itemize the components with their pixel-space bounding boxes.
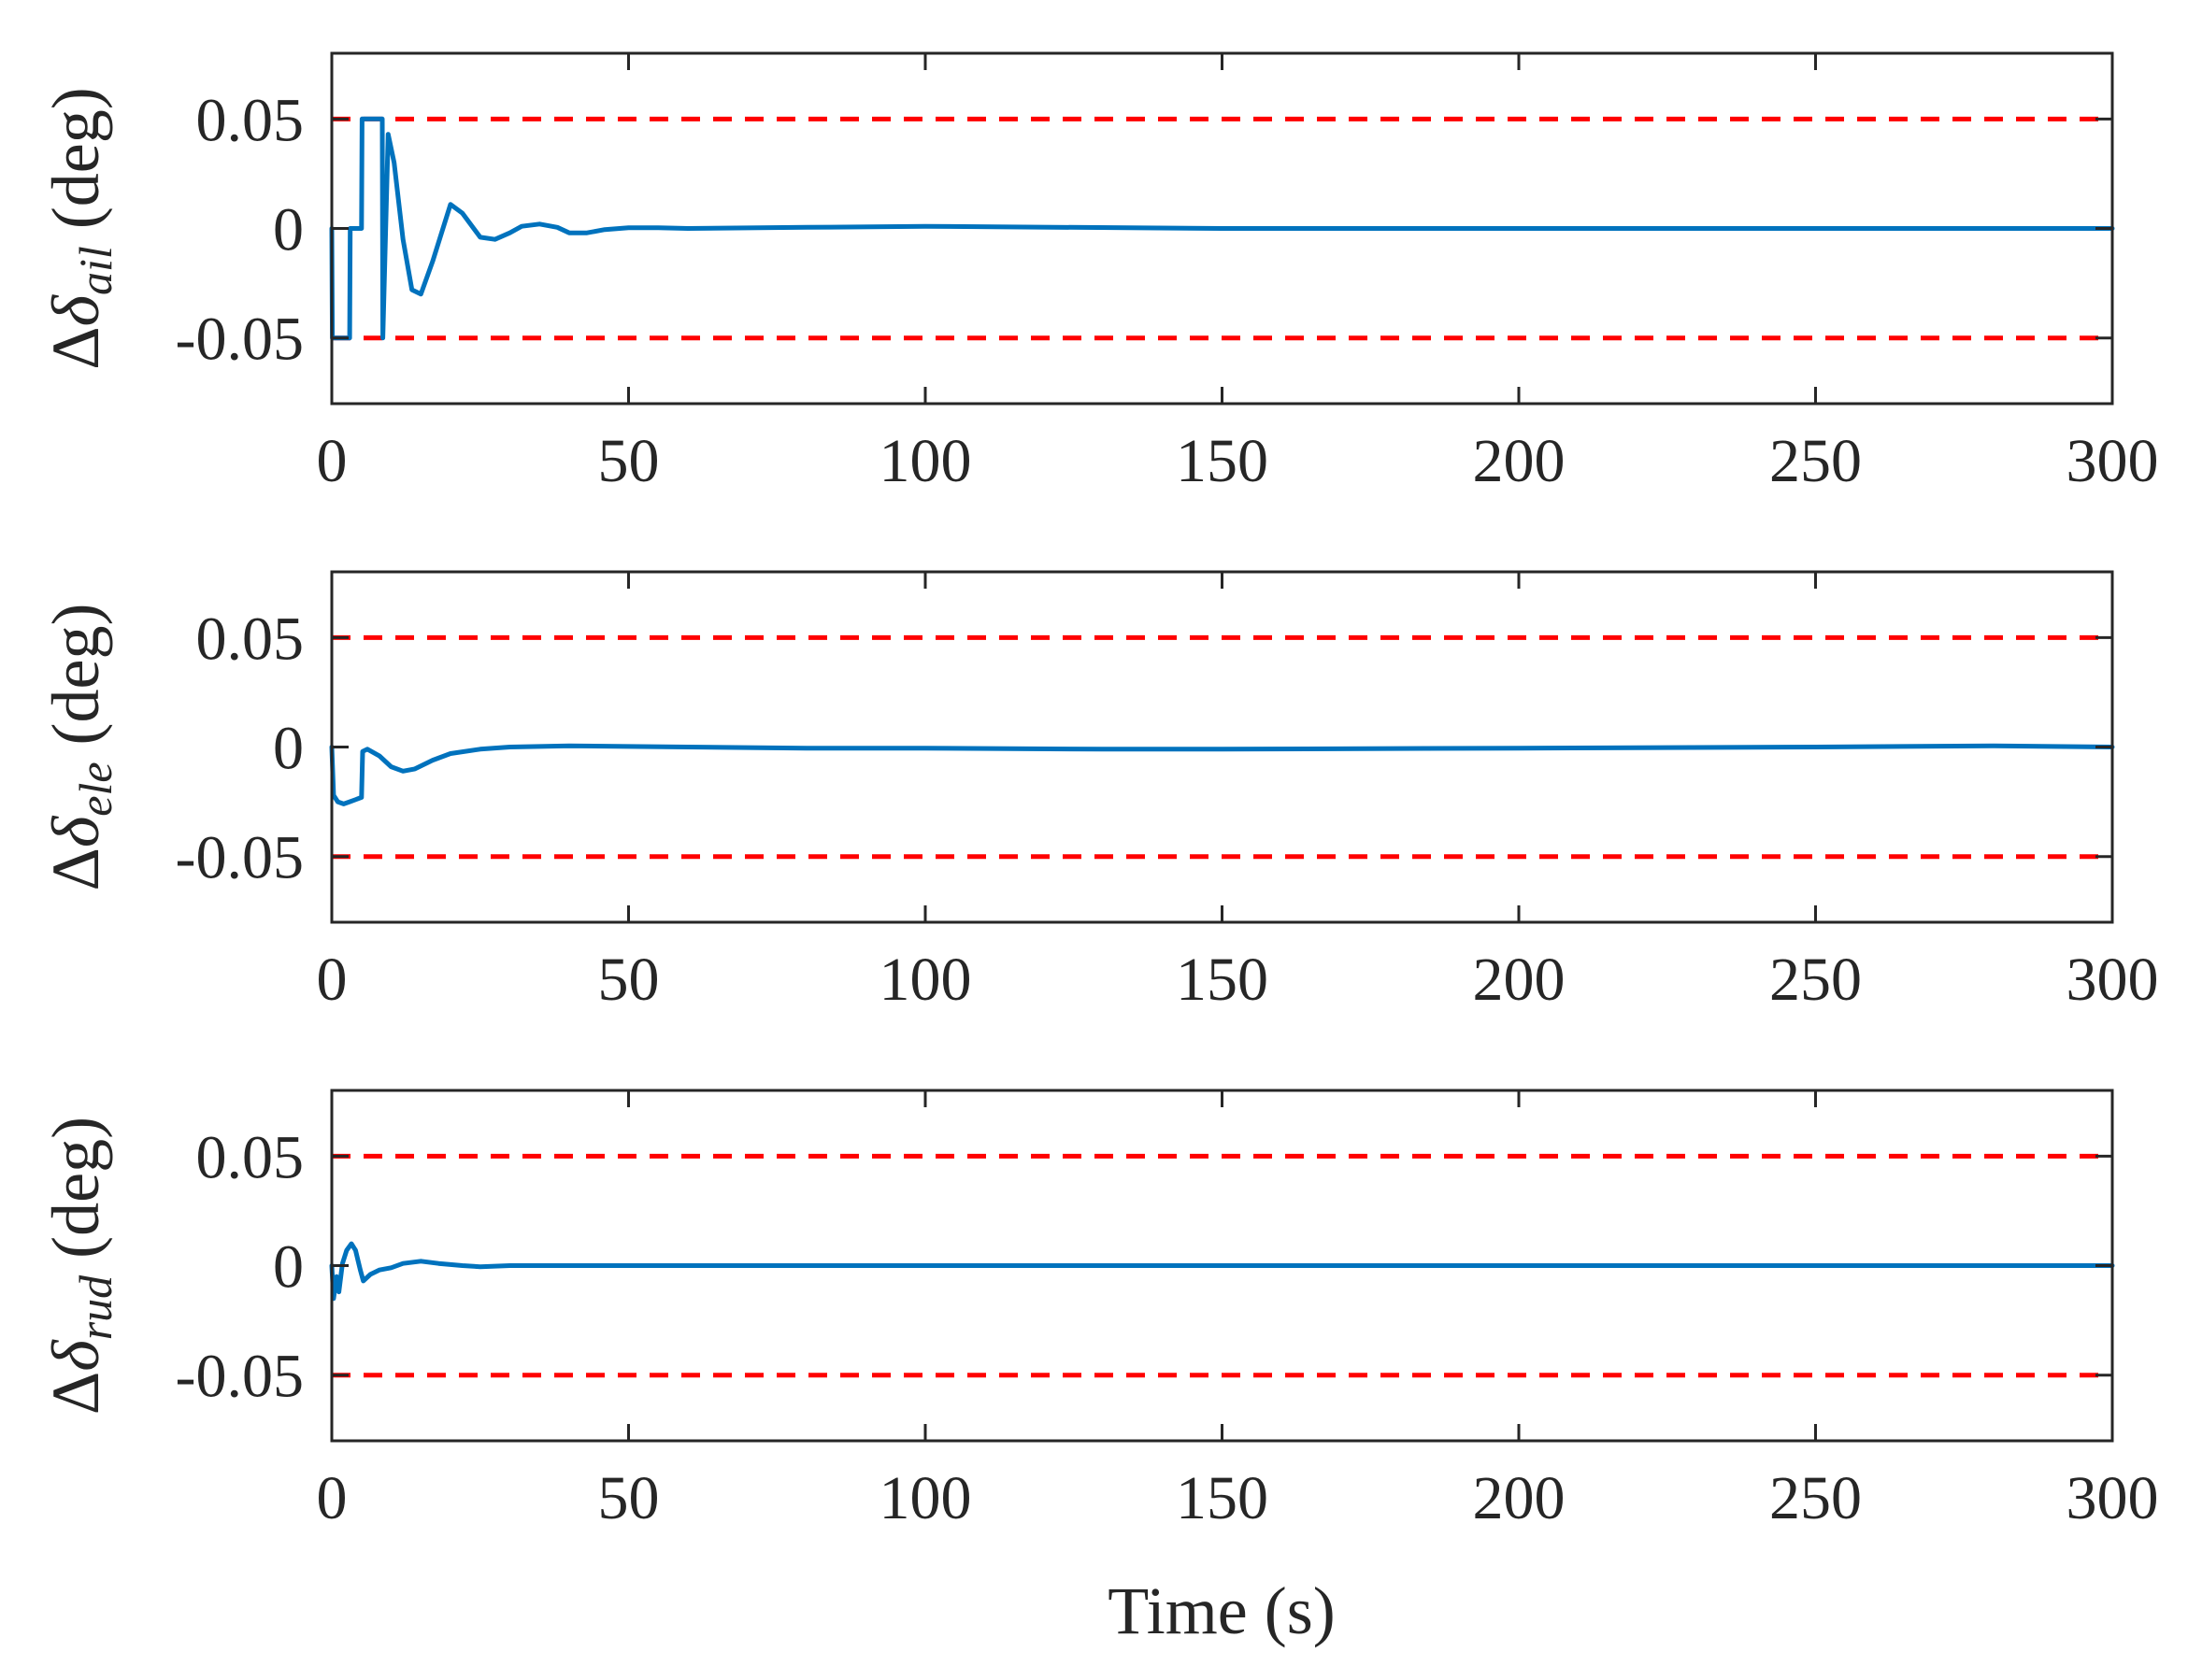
y-label-unit: (deg)	[38, 604, 113, 746]
y-tick-label: -0.05	[176, 306, 304, 374]
y-label-subscript: rud	[69, 1274, 122, 1340]
y-tick-label: 0.05	[196, 605, 305, 673]
y-label-symbol: δ	[38, 293, 113, 326]
y-tick-label: 0.05	[196, 86, 305, 154]
y-label-delta: Δ	[38, 1372, 113, 1415]
x-axis-label: Time (s)	[1108, 1573, 1335, 1648]
x-tick-label: 50	[598, 946, 660, 1014]
x-tick-label: 100	[879, 946, 972, 1014]
y-label-delta: Δ	[38, 847, 113, 890]
x-tick-label: 0	[317, 1464, 348, 1532]
y-label-unit: (deg)	[38, 87, 113, 229]
y-axis-label: Δδail (deg)	[38, 87, 122, 370]
x-tick-label: 0	[317, 427, 348, 495]
signal-line-ail	[329, 116, 2115, 341]
y-label-subscript: ele	[69, 762, 122, 816]
y-label-subscript: ail	[69, 246, 122, 295]
y-tick-label: 0	[273, 196, 304, 264]
y-label-symbol: δ	[38, 1339, 113, 1372]
y-axis-label: Δδrud (deg)	[38, 1117, 122, 1415]
signal-line-ele	[329, 743, 2115, 806]
y-label-symbol: δ	[38, 815, 113, 847]
x-tick-label: 150	[1176, 1464, 1268, 1532]
y-axis-label: Δδele (deg)	[38, 604, 122, 891]
x-tick-label: 300	[2066, 1464, 2159, 1532]
x-tick-label: 100	[879, 427, 972, 495]
y-tick-label: 0.05	[196, 1123, 305, 1191]
x-tick-label: 200	[1473, 427, 1566, 495]
x-tick-label: 50	[598, 427, 660, 495]
y-label-unit: (deg)	[38, 1117, 113, 1259]
y-tick-label: -0.05	[176, 1343, 304, 1411]
x-tick-label: 250	[1769, 427, 1862, 495]
y-tick-label: 0	[273, 715, 304, 783]
x-tick-label: 0	[317, 946, 348, 1014]
x-tick-label: 250	[1769, 1464, 1862, 1532]
y-label-delta: Δ	[38, 326, 113, 369]
x-tick-label: 50	[598, 1464, 660, 1532]
x-tick-label: 150	[1176, 427, 1268, 495]
x-tick-label: 250	[1769, 946, 1862, 1014]
y-tick-label: 0	[273, 1233, 304, 1302]
x-tick-label: 300	[2066, 946, 2159, 1014]
x-tick-label: 200	[1473, 1464, 1566, 1532]
x-tick-label: 300	[2066, 427, 2159, 495]
x-tick-label: 100	[879, 1464, 972, 1532]
signal-line-rud	[329, 1241, 2115, 1302]
y-tick-label: -0.05	[176, 824, 304, 892]
x-tick-label: 200	[1473, 946, 1566, 1014]
x-tick-label: 150	[1176, 946, 1268, 1014]
